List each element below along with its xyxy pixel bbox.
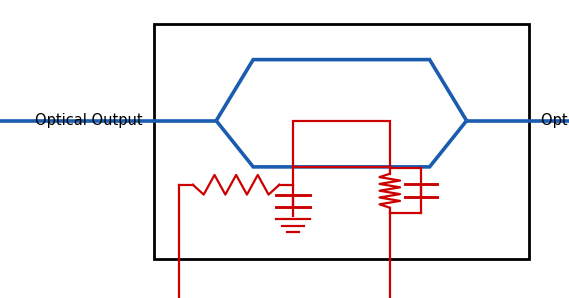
Text: Optical Output: Optical Output (35, 113, 142, 128)
Bar (293, 121, 390, 167)
Bar (154, 24, 529, 259)
Text: Optical Input: Optical Input (541, 113, 569, 128)
